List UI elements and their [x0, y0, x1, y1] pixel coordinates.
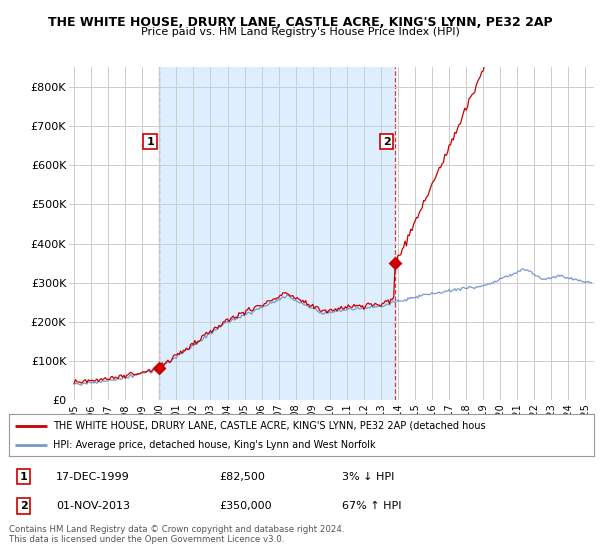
Point — [154, 363, 163, 372]
Text: Price paid vs. HM Land Registry's House Price Index (HPI): Price paid vs. HM Land Registry's House … — [140, 27, 460, 37]
Text: THE WHITE HOUSE, DRURY LANE, CASTLE ACRE, KING'S LYNN, PE32 2AP (detached hous: THE WHITE HOUSE, DRURY LANE, CASTLE ACRE… — [53, 421, 485, 431]
Bar — [158, 67, 395, 400]
Text: 17-DEC-1999: 17-DEC-1999 — [56, 472, 130, 482]
Text: 2: 2 — [20, 501, 28, 511]
Text: 3% ↓ HPI: 3% ↓ HPI — [343, 472, 395, 482]
Text: Contains HM Land Registry data © Crown copyright and database right 2024.
This d: Contains HM Land Registry data © Crown c… — [9, 525, 344, 544]
Text: £82,500: £82,500 — [220, 472, 265, 482]
Point — [390, 259, 400, 268]
Text: 1: 1 — [20, 472, 28, 482]
Text: HPI: Average price, detached house, King's Lynn and West Norfolk: HPI: Average price, detached house, King… — [53, 440, 376, 450]
Text: THE WHITE HOUSE, DRURY LANE, CASTLE ACRE, KING'S LYNN, PE32 2AP: THE WHITE HOUSE, DRURY LANE, CASTLE ACRE… — [47, 16, 553, 29]
Text: 01-NOV-2013: 01-NOV-2013 — [56, 501, 130, 511]
Text: £350,000: £350,000 — [220, 501, 272, 511]
Text: 1: 1 — [146, 137, 154, 147]
Text: 2: 2 — [383, 137, 391, 147]
Text: 67% ↑ HPI: 67% ↑ HPI — [343, 501, 402, 511]
